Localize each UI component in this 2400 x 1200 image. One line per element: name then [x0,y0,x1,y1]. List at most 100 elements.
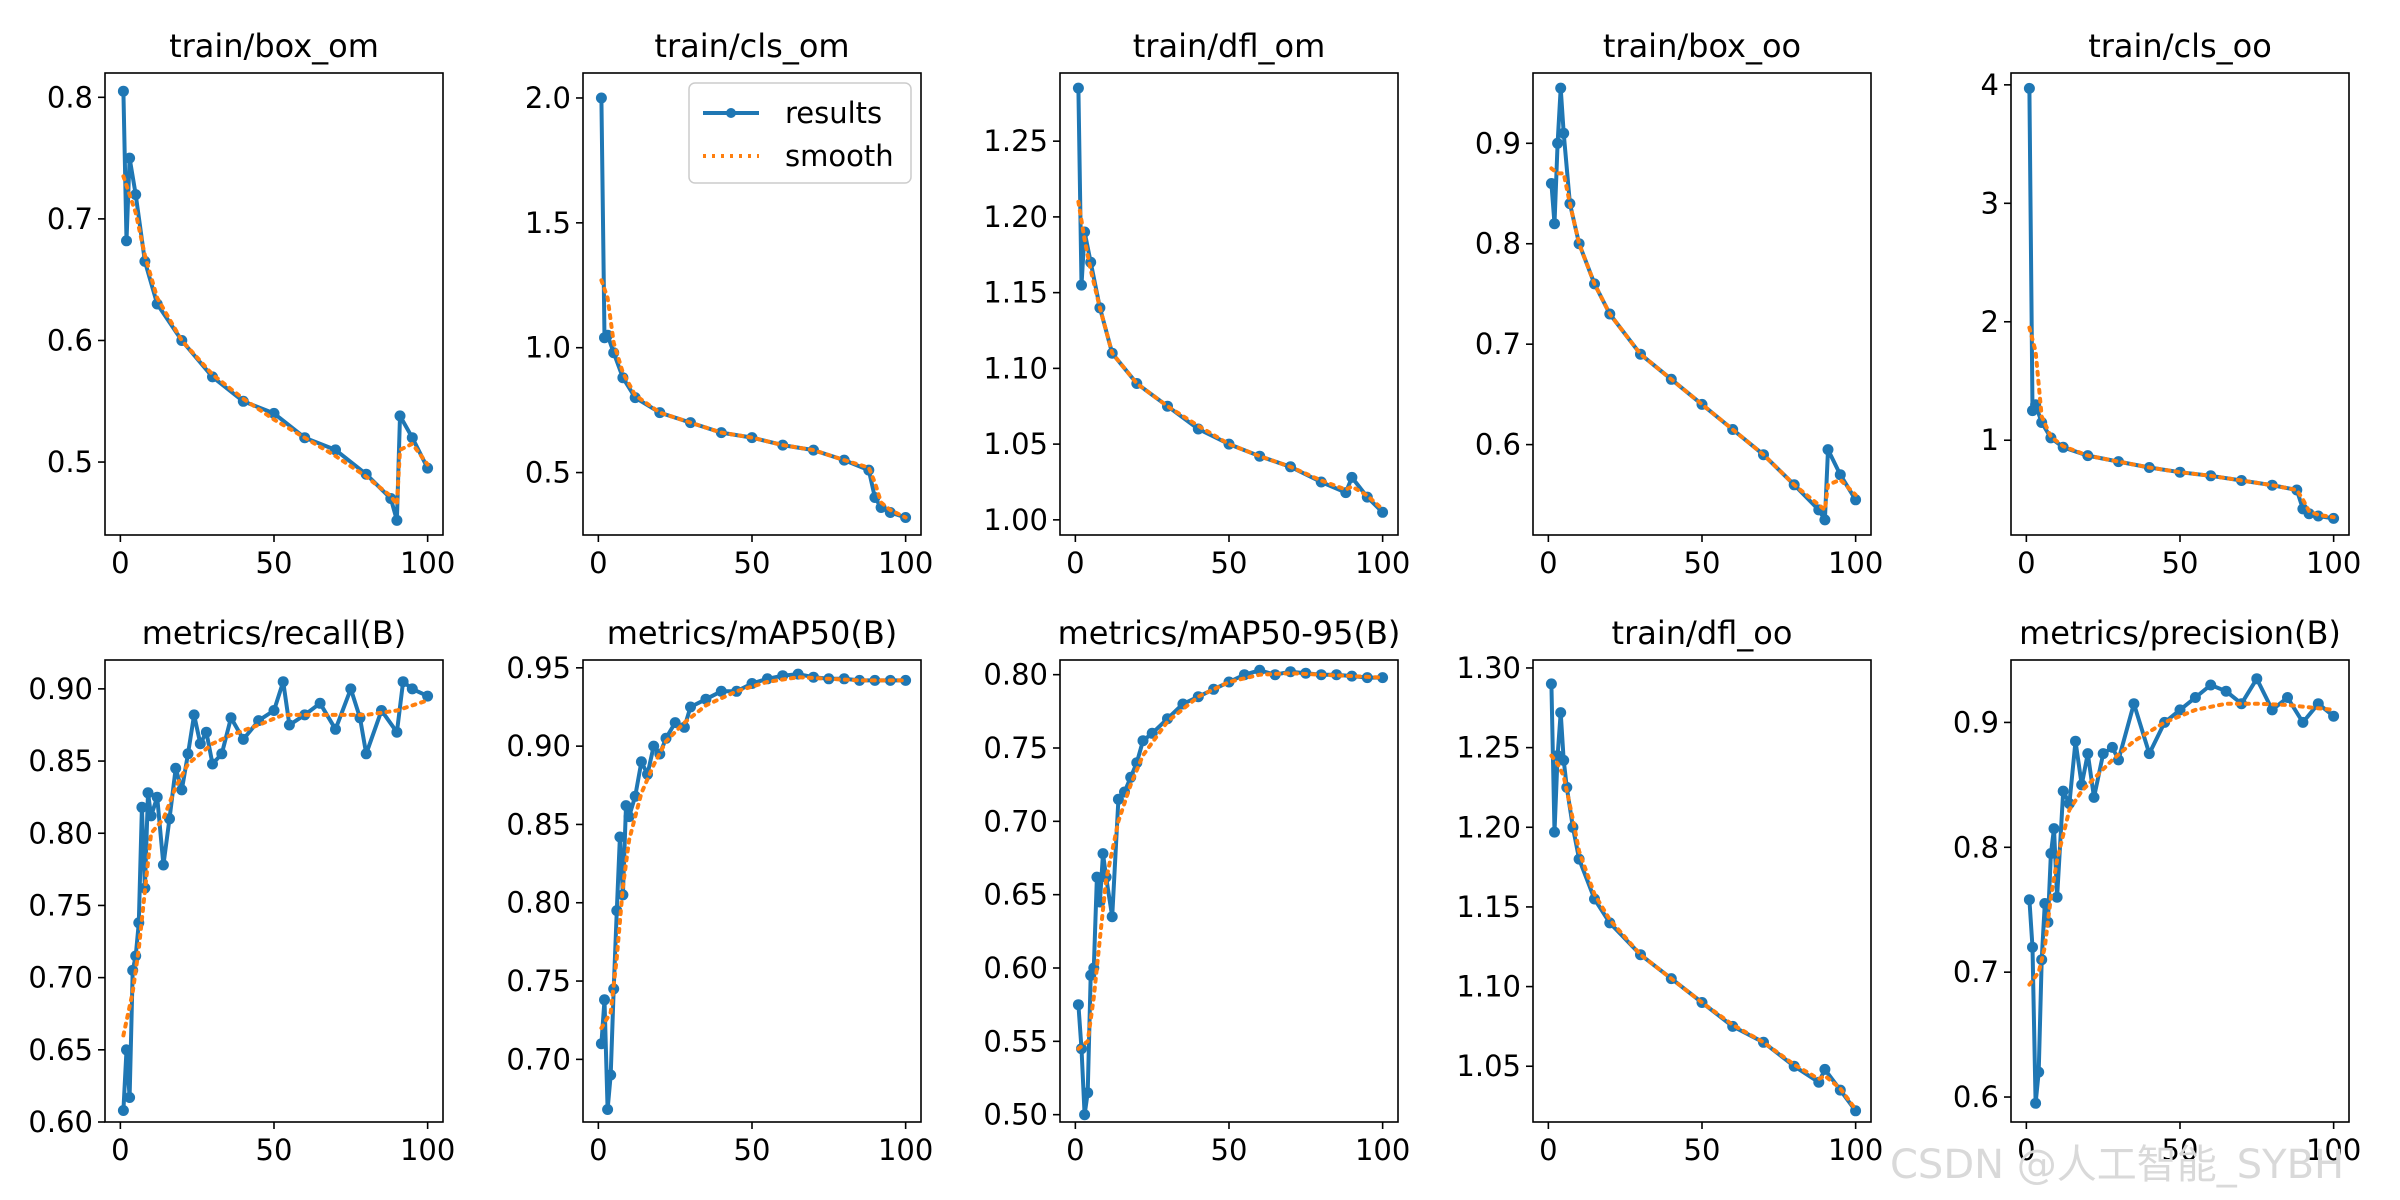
y-tick-label: 0.70 [506,1042,571,1076]
legend-results-label: results [785,96,882,130]
x-tick-label: 0 [2017,1133,2035,1167]
x-tick-label: 50 [256,1133,293,1167]
results-point [1819,1063,1831,1075]
y-tick-label: 1.00 [983,503,1048,537]
legend: results smooth [688,82,912,184]
results-point [345,683,357,695]
smooth-line [1076,671,1385,1051]
x-tick-label: 100 [878,546,933,580]
results-point [2143,748,2155,760]
panel-train-cls-oo: train/cls_oo 0 50 100 1 2 3 4 [1981,27,2362,580]
plot-area [595,92,912,523]
panel-title: train/box_om [169,27,379,65]
results-point [2174,704,2186,716]
results-point [1834,469,1846,481]
results-point [121,1044,132,1056]
results-point [1822,444,1834,456]
results-point [2048,823,2060,835]
y-tick-label: 1.20 [983,200,1048,234]
results-point [1137,735,1149,747]
results-point [397,676,409,688]
results-point [268,705,280,716]
y-tick-label: 0.60 [28,1105,93,1139]
results-point [605,1069,617,1081]
y-tick-label: 0.95 [506,651,571,685]
results-point [1076,279,1087,291]
plot-area [595,668,912,1115]
results-point [1072,82,1084,94]
panel-title: train/cls_oo [2088,27,2272,65]
x-tick-label: 0 [1066,1133,1084,1167]
plot-area [117,676,434,1116]
results-point [2251,673,2263,685]
results-point [2057,785,2069,797]
results-point [1850,1105,1862,1117]
results-point [2082,748,2094,760]
results-point [314,697,326,709]
y-tick-label: 1.15 [983,276,1048,310]
results-point [164,813,175,825]
results-point [1254,664,1266,676]
results-point [1112,793,1124,805]
y-tick-label: 1.25 [983,124,1048,158]
results-point [2023,82,2035,94]
results-point [602,1104,614,1115]
results-point [1377,672,1389,684]
results-point [614,831,626,843]
results-point [157,859,169,871]
y-tick-label: 3 [1981,186,1999,220]
results-point [176,784,188,796]
panel-metrics-map50-b: metrics/mAP50(B) 0 50 100 0.70 0.75 0.80 0.85 0.… [506,614,933,1167]
results-point [2023,894,2035,906]
results-point [1850,494,1862,506]
results-point [1545,678,1557,690]
results-point [121,235,132,247]
y-tick-label: 0.60 [983,951,1048,985]
results-point [2312,698,2324,710]
y-tick-label: 1.15 [1456,890,1521,924]
results-point [595,1038,607,1050]
results-point [1549,826,1560,838]
plot-area [1545,678,1862,1117]
y-tick-label: 0.9 [1953,705,1999,739]
results-point [1162,713,1173,725]
plot-area [1072,664,1389,1121]
y-tick-label: 0.85 [28,744,93,778]
plot-area [2023,673,2340,1109]
results-point [145,810,157,822]
x-tick-label: 50 [734,546,771,580]
results-point [200,726,212,738]
results-point [1558,754,1570,766]
results-point [330,444,341,456]
results-point [623,811,635,823]
results-point [2097,748,2109,760]
smooth-line [599,278,908,520]
results-point [2205,679,2217,691]
y-tick-label: 1.30 [1456,651,1521,685]
y-tick-label: 1.25 [1456,731,1521,765]
x-tick-label: 100 [1355,1133,1410,1167]
results-point [629,392,641,404]
panel-metrics-recall-b: metrics/recall(B) 0 50 100 0.60 0.65 0.70 0.75 0… [28,614,455,1167]
y-tick-label: 0.65 [983,878,1048,912]
x-tick-label: 50 [1211,546,1248,580]
smooth-line [121,174,430,511]
x-tick-label: 100 [1828,546,1883,580]
x-tick-label: 50 [734,1133,771,1167]
plot-area [1072,82,1389,518]
results-point [422,462,434,474]
results-point [620,800,632,812]
results-point [182,748,194,760]
results-point [608,983,620,995]
panel-title: train/dfl_om [1133,27,1325,65]
panel-metrics-precision-b: metrics/precision(B) 0 50 100 0.6 0.7 0.8 0.9 [1953,614,2361,1167]
plot-area [2023,82,2340,524]
smooth-line [2027,325,2336,520]
results-point [1558,127,1570,139]
panel-title: train/box_oo [1603,27,1801,65]
smooth-line [1549,753,1858,1112]
results-point [1082,1087,1094,1099]
results-point [1555,707,1567,719]
x-tick-label: 50 [256,546,293,580]
